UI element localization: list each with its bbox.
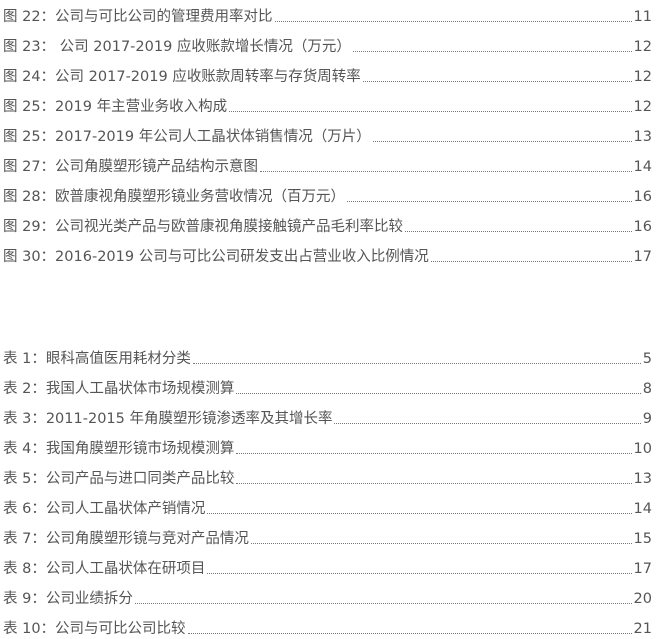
- dot-leader: [187, 633, 632, 634]
- page-number: 14: [633, 159, 652, 175]
- toc-figure-entry[interactable]: 图 29：公司视光类产品与欧普康视角膜接触镜产品毛利率比较 16: [3, 207, 652, 237]
- entry-title: 图 27：公司角膜塑形镜产品结构示意图: [3, 159, 259, 175]
- entry-title: 图 25：2019 年主营业务收入构成: [3, 99, 228, 115]
- entry-title: 表 1：眼科高值医用耗材分类: [3, 351, 191, 367]
- page-number: 13: [633, 129, 652, 145]
- toc-figure-entry[interactable]: 图 27：公司角膜塑形镜产品结构示意图 14: [3, 147, 652, 177]
- entry-title: 表 6：公司人工晶状体产销情况: [3, 501, 206, 517]
- toc-table-entry[interactable]: 表 5：公司产品与进口同类产品比较 13: [3, 459, 652, 489]
- dot-leader: [274, 21, 632, 22]
- entry-title: 表 2：我国人工晶状体市场规模测算: [3, 381, 235, 397]
- entry-title: 图 28：欧普康视角膜塑形镜业务营收情况（百万元）: [3, 189, 346, 205]
- page-number: 12: [633, 39, 652, 55]
- toc-figure-entry[interactable]: 图 24：公司 2017-2019 应收账款周转率与存货周转率 12: [3, 57, 652, 87]
- entry-title: 表 8：公司人工晶状体在研项目: [3, 561, 206, 577]
- entry-title: 图 24：公司 2017-2019 应收账款周转率与存货周转率: [3, 69, 361, 85]
- page-number: 14: [633, 501, 652, 517]
- dot-leader: [352, 51, 632, 52]
- dot-leader: [260, 171, 632, 172]
- page-number: 9: [642, 411, 652, 427]
- toc-figure-entry[interactable]: 图 25：2019 年主营业务收入构成 12: [3, 87, 652, 117]
- toc-figure-entry[interactable]: 图 23： 公司 2017-2019 应收账款增长情况（万元） 12: [3, 27, 652, 57]
- toc-table-entry[interactable]: 表 8：公司人工晶状体在研项目 17: [3, 549, 652, 579]
- entry-title: 表 3：2011-2015 年角膜塑形镜渗透率及其增长率: [3, 411, 333, 427]
- dot-leader: [430, 261, 632, 262]
- page-number: 13: [633, 471, 652, 487]
- toc-table-entry[interactable]: 表 7：公司角膜塑形镜与竞对产品情况 15: [3, 519, 652, 549]
- dot-leader: [236, 393, 641, 394]
- entry-title: 图 25：2017-2019 年公司人工晶状体销售情况（万片）: [3, 129, 371, 145]
- page-number: 17: [633, 561, 652, 577]
- dot-leader: [334, 423, 641, 424]
- toc-figure-entry[interactable]: 图 22：公司与可比公司的管理费用率对比 11: [3, 0, 652, 27]
- dot-leader: [405, 231, 632, 232]
- page-number: 20: [633, 591, 652, 607]
- toc-table-entry[interactable]: 表 3：2011-2015 年角膜塑形镜渗透率及其增长率 9: [3, 399, 652, 429]
- dot-leader: [236, 483, 632, 484]
- dot-leader: [192, 363, 641, 364]
- entry-title: 表 10：公司与可比公司比较: [3, 621, 186, 637]
- entry-title: 表 5：公司产品与进口同类产品比较: [3, 471, 235, 487]
- dot-leader: [207, 513, 632, 514]
- entry-title: 图 22：公司与可比公司的管理费用率对比: [3, 9, 273, 25]
- toc-figure-entry[interactable]: 图 25：2017-2019 年公司人工晶状体销售情况（万片） 13: [3, 117, 652, 147]
- entry-title: 表 4：我国角膜塑形镜市场规模测算: [3, 441, 235, 457]
- entry-title: 表 7：公司角膜塑形镜与竞对产品情况: [3, 531, 249, 547]
- dot-leader: [134, 603, 632, 604]
- page-number: 21: [633, 621, 652, 637]
- page-number: 8: [642, 381, 652, 397]
- table-index: 表 1：眼科高值医用耗材分类 5 表 2：我国人工晶状体市场规模测算 8 表 3：201…: [3, 339, 652, 639]
- toc-table-entry[interactable]: 表 2：我国人工晶状体市场规模测算 8: [3, 369, 652, 399]
- dot-leader: [207, 573, 632, 574]
- page-number: 12: [633, 99, 652, 115]
- page-number: 5: [642, 351, 652, 367]
- toc-table-entry[interactable]: 表 6：公司人工晶状体产销情况 14: [3, 489, 652, 519]
- entry-title: 图 23： 公司 2017-2019 应收账款增长情况（万元）: [3, 39, 351, 55]
- page-number: 16: [633, 219, 652, 235]
- page-number: 15: [633, 531, 652, 547]
- toc-table-entry[interactable]: 表 1：眼科高值医用耗材分类 5: [3, 339, 652, 369]
- toc-table-entry[interactable]: 表 9：公司业绩拆分 20: [3, 579, 652, 609]
- page-number: 12: [633, 69, 652, 85]
- entry-title: 表 9：公司业绩拆分: [3, 591, 133, 607]
- page-number: 17: [633, 249, 652, 265]
- dot-leader: [229, 111, 632, 112]
- dot-leader: [236, 453, 632, 454]
- entry-title: 图 29：公司视光类产品与欧普康视角膜接触镜产品毛利率比较: [3, 219, 404, 235]
- toc-figure-entry[interactable]: 图 28：欧普康视角膜塑形镜业务营收情况（百万元） 16: [3, 177, 652, 207]
- dot-leader: [250, 543, 632, 544]
- page-number: 10: [633, 441, 652, 457]
- dot-leader: [372, 141, 632, 142]
- dot-leader: [362, 81, 632, 82]
- toc-table-entry[interactable]: 表 4：我国角膜塑形镜市场规模测算 10: [3, 429, 652, 459]
- page-number: 16: [633, 189, 652, 205]
- page-number: 11: [633, 9, 652, 25]
- figure-index: 图 22：公司与可比公司的管理费用率对比 11 图 23： 公司 2017-2019…: [3, 0, 652, 267]
- toc-table-entry[interactable]: 表 10：公司与可比公司比较 21: [3, 609, 652, 639]
- dot-leader: [347, 201, 632, 202]
- toc-figure-entry[interactable]: 图 30：2016-2019 公司与可比公司研发支出占营业收入比例情况 17: [3, 237, 652, 267]
- entry-title: 图 30：2016-2019 公司与可比公司研发支出占营业收入比例情况: [3, 249, 429, 265]
